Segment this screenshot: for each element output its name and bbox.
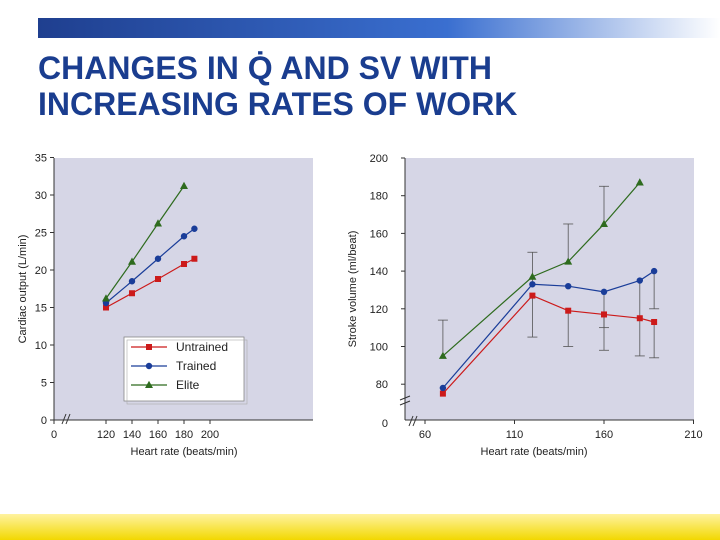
plot1-point-elite: [128, 257, 136, 265]
plot2-xaxis-break: [408, 415, 418, 427]
plot2-background: [405, 158, 694, 420]
plot2-axis-break: [399, 395, 411, 406]
plot1-point-trained: [180, 233, 188, 240]
plot2-point-trained: [636, 277, 643, 284]
plot1-ytick-label: 20: [35, 265, 47, 277]
plot2-x-axis-label: Heart rate (beats/min): [481, 446, 588, 458]
plot1-x-axis-label: Heart rate (beats/min): [131, 446, 238, 458]
plot1-legend-label-trained: Trained: [176, 359, 216, 373]
plot2-point-trained: [565, 282, 572, 290]
plot1-xtick-label: 200: [201, 429, 219, 441]
plot2-point-untrained: [651, 318, 658, 325]
plot1-xtick-label: 0: [51, 429, 57, 441]
plot1-point-elite: [180, 181, 188, 189]
plot1-legend-label-elite: Elite: [176, 378, 200, 392]
plot2-point-trained: [529, 281, 536, 288]
plot2-point-untrained: [601, 311, 607, 318]
plot2-point-elite: [600, 219, 608, 227]
plot1-xtick-label: 160: [149, 429, 167, 441]
plot2-y-axis-label: Stroke volume (ml/beat): [347, 231, 359, 348]
plot1-series-line-elite: [105, 185, 185, 299]
plot2-ytick-label: 140: [370, 266, 388, 278]
plot1-point-elite: [102, 294, 110, 302]
plot1-ytick-label: 5: [41, 378, 47, 390]
plot1-legend-label-untrained: Untrained: [176, 340, 228, 354]
plot2-point-untrained: [439, 390, 446, 397]
plot2-ytick-label: 180: [370, 191, 388, 203]
plot2-xtick-label: 210: [684, 429, 702, 441]
plot1-legend-shadow: [126, 339, 248, 405]
plot1-xtick-label: 140: [123, 429, 141, 441]
slide-title-line-1: CHANGES IN Q̇ AND SV WITH: [38, 50, 492, 86]
plot1-ytick-label: 15: [35, 303, 47, 315]
plot2-xtick-label: 160: [595, 429, 613, 441]
plot1-axis-break: [61, 413, 71, 425]
plot1-point-untrained: [103, 304, 109, 311]
plot2-ytick-label: 80: [376, 379, 388, 391]
plot2-ytick-label: 160: [370, 228, 388, 240]
bottom-accent-bar: [0, 514, 720, 540]
plot1-point-untrained: [181, 261, 187, 267]
plot2-ytick-label: 120: [370, 304, 388, 316]
plot1-ytick-label: 25: [35, 228, 47, 240]
plot2-point-elite: [635, 178, 644, 186]
slide-title: CHANGES IN Q̇ AND SV WITH INCREASING RAT…: [38, 50, 698, 122]
plot1-legend-marker-elite: [145, 380, 153, 388]
plot1-xtick-label: 180: [175, 429, 193, 441]
plot1-ytick-label: 10: [35, 340, 47, 352]
plot2-xtick-label: 110: [506, 429, 524, 441]
plot1-point-untrained: [155, 276, 161, 282]
plot2-xtick-label: 60: [419, 429, 431, 441]
plot1-point-trained: [154, 255, 162, 262]
plot1-point-elite: [154, 219, 162, 227]
plot1-point-trained: [128, 278, 136, 285]
slide-title-line-2: INCREASING RATES OF WORK: [38, 86, 518, 122]
plot2-point-untrained: [565, 307, 572, 314]
plot2-ytick-label: 100: [370, 342, 388, 354]
plot1-point-trained: [191, 225, 198, 232]
plot1-xtick-label: 120: [97, 429, 115, 441]
plot2-point-trained: [600, 288, 608, 296]
plot2-point-trained: [439, 384, 447, 392]
plot2-point-elite: [438, 351, 447, 359]
plot1-legend-box: [123, 336, 245, 402]
plot2-ytick-label: 0: [382, 418, 388, 430]
plot2-point-trained: [650, 267, 658, 275]
plot1-ytick-label: 0: [41, 415, 47, 427]
plot2-point-untrained: [636, 315, 643, 322]
plot1-legend-marker-untrained: [146, 344, 152, 350]
top-accent-bar: [38, 18, 720, 38]
plot1-point-untrained: [191, 255, 198, 262]
plot2-point-untrained: [529, 292, 536, 299]
plot1-ytick-label: 30: [35, 190, 47, 202]
plot1-y-axis-label: Cardiac output (L/min): [17, 235, 29, 344]
plot2-point-elite: [564, 257, 573, 265]
plot2-ytick-label: 200: [370, 153, 388, 165]
plot1-ytick-label: 35: [35, 153, 47, 165]
plot2-point-elite: [528, 272, 537, 280]
plot1-legend-marker-trained: [145, 362, 153, 370]
plot1-point-untrained: [129, 290, 135, 297]
